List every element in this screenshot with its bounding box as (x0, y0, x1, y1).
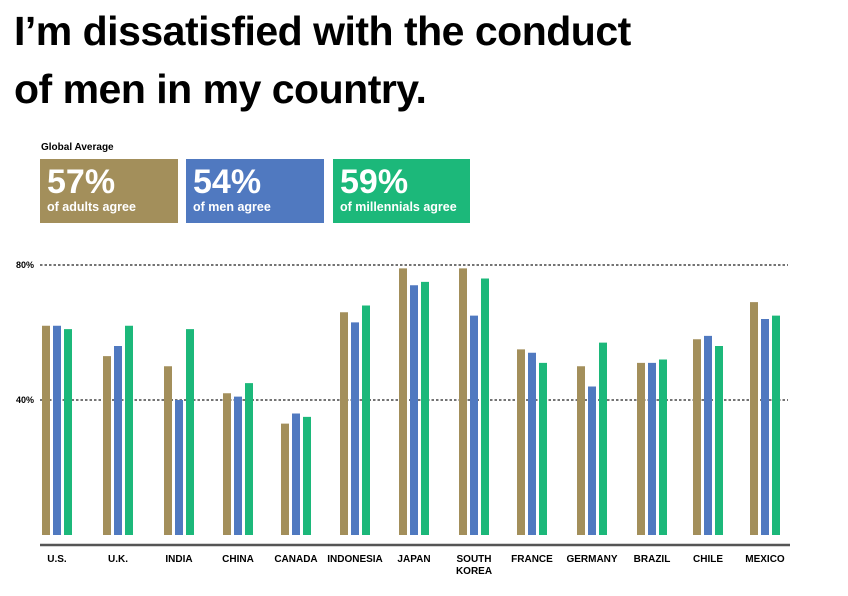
x-tick-label: MEXICO (745, 554, 785, 565)
bar-adults (693, 339, 701, 535)
bar-millennials (303, 416, 311, 535)
bar-adults (103, 356, 111, 535)
bar-men (53, 325, 61, 535)
bar-men (704, 335, 712, 535)
card-label: of millennials agree (340, 200, 457, 214)
x-tick-label: BRAZIL (634, 554, 671, 565)
y-tick-label: 80% (16, 260, 34, 270)
bar-adults (637, 362, 645, 535)
bar-men (175, 400, 183, 535)
bar-adults (281, 423, 289, 535)
bar-adults (577, 366, 585, 535)
bar-millennials (539, 362, 547, 535)
bar-millennials (715, 346, 723, 535)
title-line-1: I’m dissatisfied with the conduct (14, 8, 631, 54)
bar-millennials (421, 281, 429, 535)
x-tick-label: CHINA (222, 554, 254, 565)
bar-millennials (772, 315, 780, 535)
bar-adults (459, 268, 467, 535)
x-tick-label: INDIA (165, 554, 192, 565)
bar-adults (517, 349, 525, 535)
bar-men (648, 362, 656, 535)
bar-men (761, 319, 769, 535)
men-average-card: 54% of men agree (186, 159, 324, 223)
adults-average-card: 57% of adults agree (40, 159, 178, 223)
x-tick-label: CHILE (693, 554, 723, 565)
bar-adults (223, 393, 231, 535)
bar-millennials (599, 342, 607, 535)
x-tick-label: JAPAN (397, 554, 430, 565)
card-value: 57% (47, 163, 116, 201)
x-tick-label: CANADA (274, 554, 317, 565)
card-label: of adults agree (47, 200, 136, 214)
card-label: of men agree (193, 200, 271, 214)
millennials-average-card: 59% of millennials agree (333, 159, 470, 223)
bar-adults (42, 325, 50, 535)
title-line-2: of men in my country. (14, 66, 427, 112)
bar-men (528, 352, 536, 535)
bar-adults (399, 268, 407, 535)
bar-millennials (659, 359, 667, 535)
bar-millennials (186, 329, 194, 535)
bar-adults (164, 366, 172, 535)
chart-title: I’m dissatisfied with the conduct of men… (14, 2, 631, 118)
bar-millennials (125, 325, 133, 535)
x-tick-label: U.K. (108, 554, 128, 565)
bar-adults (340, 312, 348, 535)
x-tick-label: GERMANY (566, 554, 617, 565)
x-tick-label: SOUTH KOREA (456, 554, 492, 577)
x-tick-label: U.S. (47, 554, 67, 565)
bar-men (114, 346, 122, 535)
bar-millennials (481, 278, 489, 535)
bar-men (292, 413, 300, 535)
card-value: 59% (340, 163, 409, 201)
y-tick-label: 40% (16, 395, 34, 405)
bar-men (234, 396, 242, 535)
bar-men (351, 322, 359, 535)
bar-men (588, 386, 596, 535)
bar-millennials (64, 329, 72, 535)
bar-millennials (362, 305, 370, 535)
bar-millennials (245, 383, 253, 535)
bar-adults (750, 302, 758, 535)
x-tick-label: INDONESIA (327, 554, 383, 565)
bar-men (410, 285, 418, 535)
x-tick-label: FRANCE (511, 554, 553, 565)
bar-men (470, 315, 478, 535)
global-average-label: Global Average (41, 142, 114, 153)
card-value: 54% (193, 163, 262, 201)
